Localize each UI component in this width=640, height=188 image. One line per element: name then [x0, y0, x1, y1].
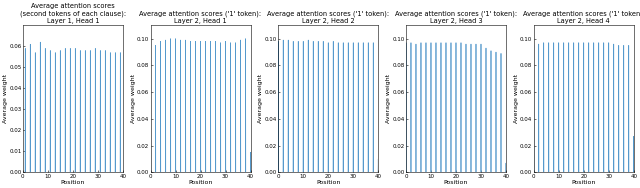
Title: Average attention scores ('1' token):
Layer 2, Head 4: Average attention scores ('1' token): La…: [523, 10, 640, 24]
X-axis label: Position: Position: [572, 180, 596, 185]
Y-axis label: Average weight: Average weight: [131, 74, 136, 124]
X-axis label: Position: Position: [316, 180, 340, 185]
Title: Average attention scores ('1' token):
Layer 2, Head 1: Average attention scores ('1' token): La…: [140, 10, 262, 24]
Y-axis label: Average weight: Average weight: [258, 74, 263, 124]
Y-axis label: Average weight: Average weight: [3, 74, 8, 124]
Y-axis label: Average weight: Average weight: [514, 74, 518, 124]
Title: Average attention scores
(second tokens of each clause):
Layer 1, Head 1: Average attention scores (second tokens …: [20, 3, 126, 24]
Y-axis label: Average weight: Average weight: [386, 74, 391, 124]
X-axis label: Position: Position: [61, 180, 85, 185]
Title: Average attention scores ('1' token):
Layer 2, Head 2: Average attention scores ('1' token): La…: [268, 10, 389, 24]
Title: Average attention scores ('1' token):
Layer 2, Head 3: Average attention scores ('1' token): La…: [395, 10, 517, 24]
X-axis label: Position: Position: [444, 180, 468, 185]
X-axis label: Position: Position: [188, 180, 212, 185]
